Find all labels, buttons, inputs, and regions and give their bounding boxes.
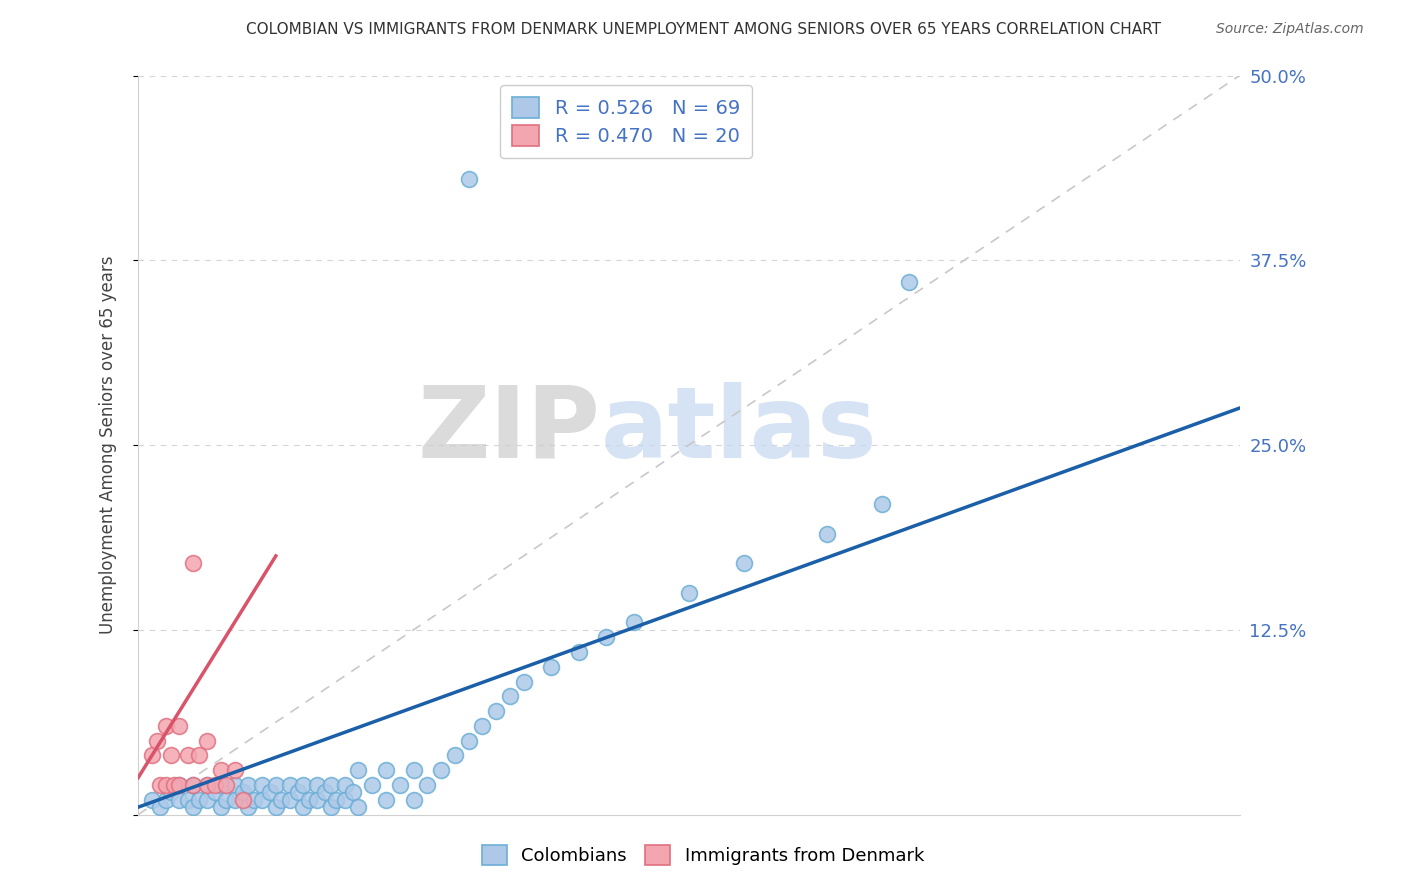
Text: ZIP: ZIP (418, 382, 600, 479)
Point (149, 800, 172, 814)
Point (678, 586, 700, 600)
Point (264, 778, 287, 792)
Point (215, 778, 238, 792)
Point (238, 778, 260, 792)
Point (595, 630, 617, 644)
Point (485, 704, 508, 718)
Point (402, 763, 425, 777)
Point (155, 793, 177, 807)
Point (388, 778, 411, 792)
Point (342, 785, 364, 799)
Point (278, 778, 301, 792)
Text: Source: ZipAtlas.com: Source: ZipAtlas.com (1216, 22, 1364, 37)
Point (238, 800, 260, 814)
Point (149, 778, 172, 792)
Point (298, 793, 321, 807)
Point (209, 763, 232, 777)
Point (141, 748, 163, 763)
Point (319, 778, 342, 792)
Point (347, 800, 370, 814)
Point (361, 778, 384, 792)
Point (181, 800, 204, 814)
Y-axis label: Unemployment Among Seniors over 65 years: Unemployment Among Seniors over 65 years (100, 256, 117, 634)
Point (333, 793, 356, 807)
Point (270, 793, 292, 807)
Point (540, 659, 562, 673)
Point (568, 645, 591, 659)
Point (195, 733, 218, 747)
Point (215, 793, 238, 807)
Point (146, 733, 169, 747)
Point (181, 778, 204, 792)
Legend: Colombians, Immigrants from Denmark: Colombians, Immigrants from Denmark (472, 836, 934, 874)
Point (623, 615, 645, 630)
Point (160, 785, 183, 799)
Point (307, 778, 329, 792)
Point (347, 763, 370, 777)
Point (375, 793, 398, 807)
Point (512, 674, 534, 689)
Point (870, 497, 893, 511)
Point (292, 800, 315, 814)
Point (209, 800, 232, 814)
Legend: R = 0.526   N = 69, R = 0.470   N = 20: R = 0.526 N = 69, R = 0.470 N = 20 (501, 86, 752, 158)
Point (232, 785, 254, 799)
Point (457, 733, 479, 747)
Point (471, 719, 494, 733)
Point (169, 778, 191, 792)
Point (204, 778, 226, 792)
Point (169, 778, 191, 792)
Point (402, 793, 425, 807)
Point (195, 793, 218, 807)
Point (169, 793, 191, 807)
Point (187, 748, 209, 763)
Point (733, 556, 755, 570)
Point (243, 793, 266, 807)
Point (333, 778, 356, 792)
Point (287, 785, 309, 799)
Point (209, 778, 232, 792)
Point (160, 748, 183, 763)
Point (457, 172, 479, 186)
Point (195, 778, 218, 792)
Text: COLOMBIAN VS IMMIGRANTS FROM DENMARK UNEMPLOYMENT AMONG SENIORS OVER 65 YEARS CO: COLOMBIAN VS IMMIGRANTS FROM DENMARK UNE… (246, 22, 1160, 37)
Point (416, 778, 439, 792)
Point (307, 793, 329, 807)
Point (264, 800, 287, 814)
Point (250, 793, 273, 807)
Point (177, 793, 200, 807)
Point (177, 748, 200, 763)
Point (278, 793, 301, 807)
Text: atlas: atlas (600, 382, 877, 479)
Point (250, 778, 273, 792)
Point (224, 778, 246, 792)
Point (815, 526, 838, 541)
Point (181, 556, 204, 570)
Point (319, 800, 342, 814)
Point (163, 778, 186, 792)
Point (314, 785, 336, 799)
Point (155, 778, 177, 792)
Point (325, 793, 347, 807)
Point (232, 793, 254, 807)
Point (375, 763, 398, 777)
Point (292, 778, 315, 792)
Point (195, 778, 218, 792)
Point (204, 785, 226, 799)
Point (187, 793, 209, 807)
Point (224, 763, 246, 777)
Point (141, 793, 163, 807)
Point (430, 763, 453, 777)
Point (259, 785, 281, 799)
Point (155, 719, 177, 733)
Point (224, 793, 246, 807)
Point (181, 778, 204, 792)
Point (898, 276, 921, 290)
Point (169, 719, 191, 733)
Point (443, 748, 465, 763)
Point (499, 690, 522, 704)
